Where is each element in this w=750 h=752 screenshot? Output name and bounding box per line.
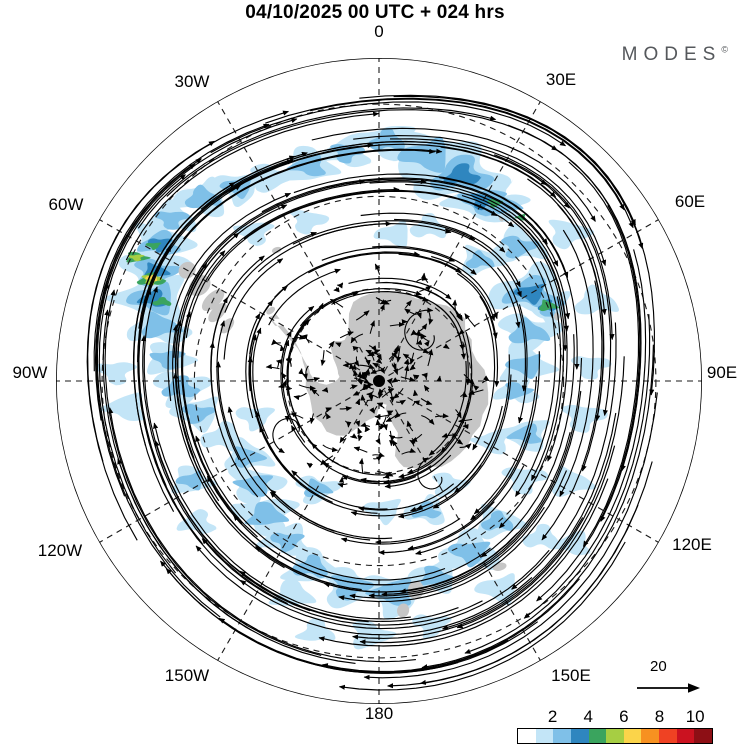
wind-vector xyxy=(354,448,367,453)
wind-streamline xyxy=(308,253,461,273)
longitude-label: 120E xyxy=(672,535,712,555)
graticule xyxy=(56,58,702,704)
precip-blob xyxy=(295,618,336,641)
colorbar-cell xyxy=(536,729,554,743)
wind-vector xyxy=(294,393,307,397)
colorbar-cell xyxy=(589,729,607,743)
colorbar-cell xyxy=(677,729,695,743)
wind-vector xyxy=(291,414,303,418)
wind-vector xyxy=(276,343,281,345)
wind-vector xyxy=(362,459,363,474)
colorbar-cell xyxy=(553,729,571,743)
wind-streamline xyxy=(269,270,341,326)
longitude-label: 60W xyxy=(49,195,84,215)
colorbar-cell xyxy=(641,729,659,743)
colorbar-cell xyxy=(659,729,677,743)
vector-scale-legend: 20 xyxy=(636,658,716,698)
wind-vector xyxy=(416,343,422,344)
longitude-label: 60E xyxy=(675,192,705,212)
wind-vector xyxy=(390,431,391,446)
wind-vector xyxy=(322,350,324,365)
longitude-label: 90W xyxy=(13,363,48,383)
wind-vector xyxy=(414,390,415,394)
wind-vector xyxy=(302,369,306,376)
cyclonic-swirl xyxy=(273,419,300,453)
colorbar-ticks: 2 4 6 8 10 xyxy=(517,708,713,727)
colorbar-cell xyxy=(606,729,624,743)
land-mass xyxy=(175,215,560,618)
longitude-label: 30W xyxy=(175,72,210,92)
colorbar-tick-label: 2 xyxy=(548,707,557,727)
colorbar-cell xyxy=(518,729,536,743)
precip-blob xyxy=(269,579,317,606)
longitude-label: 120W xyxy=(38,541,82,561)
vector-scale-value: 20 xyxy=(650,658,667,675)
precip-blob xyxy=(233,223,275,247)
colorbar-cell xyxy=(694,729,712,743)
wind-vector xyxy=(372,455,384,456)
wind-vector xyxy=(373,456,382,459)
wind-vector xyxy=(323,445,338,450)
colorbar-cell xyxy=(624,729,642,743)
colorbar-swatches xyxy=(517,728,713,744)
colorbar-tick-label: 8 xyxy=(655,707,664,727)
longitude-label: 0 xyxy=(374,22,383,42)
wind-vector xyxy=(365,426,366,432)
wind-streamline xyxy=(211,256,264,379)
wind-vector xyxy=(350,437,357,439)
longitude-label: 90E xyxy=(707,363,737,383)
wind-vector xyxy=(307,463,311,464)
south-pole-marker xyxy=(373,375,385,387)
colorbar-tick-label: 6 xyxy=(619,707,628,727)
precip-blob xyxy=(177,509,219,534)
wind-vector xyxy=(311,414,313,424)
wind-vector xyxy=(338,484,347,485)
colorbar-tick-label: 10 xyxy=(686,707,705,727)
longitude-label: 150E xyxy=(551,666,591,686)
wind-vector xyxy=(424,273,428,283)
colorbar: 2 4 6 8 10 xyxy=(517,708,713,744)
precip-blob xyxy=(289,210,329,234)
colorbar-cell xyxy=(571,729,589,743)
longitude-label: 180 xyxy=(365,704,393,724)
wind-vector xyxy=(279,387,292,389)
wind-vector xyxy=(383,422,387,430)
wind-vector xyxy=(465,314,475,327)
longitude-label: 30E xyxy=(546,70,576,90)
colorbar-tick-label: 4 xyxy=(584,707,593,727)
wind-vector xyxy=(277,361,279,368)
wind-vector xyxy=(292,338,305,339)
vector-scale-arrow-icon xyxy=(636,680,702,696)
longitude-label: 150W xyxy=(165,666,209,686)
wind-vector xyxy=(337,283,343,285)
wind-vector xyxy=(334,287,337,290)
wind-streamline xyxy=(250,357,302,485)
